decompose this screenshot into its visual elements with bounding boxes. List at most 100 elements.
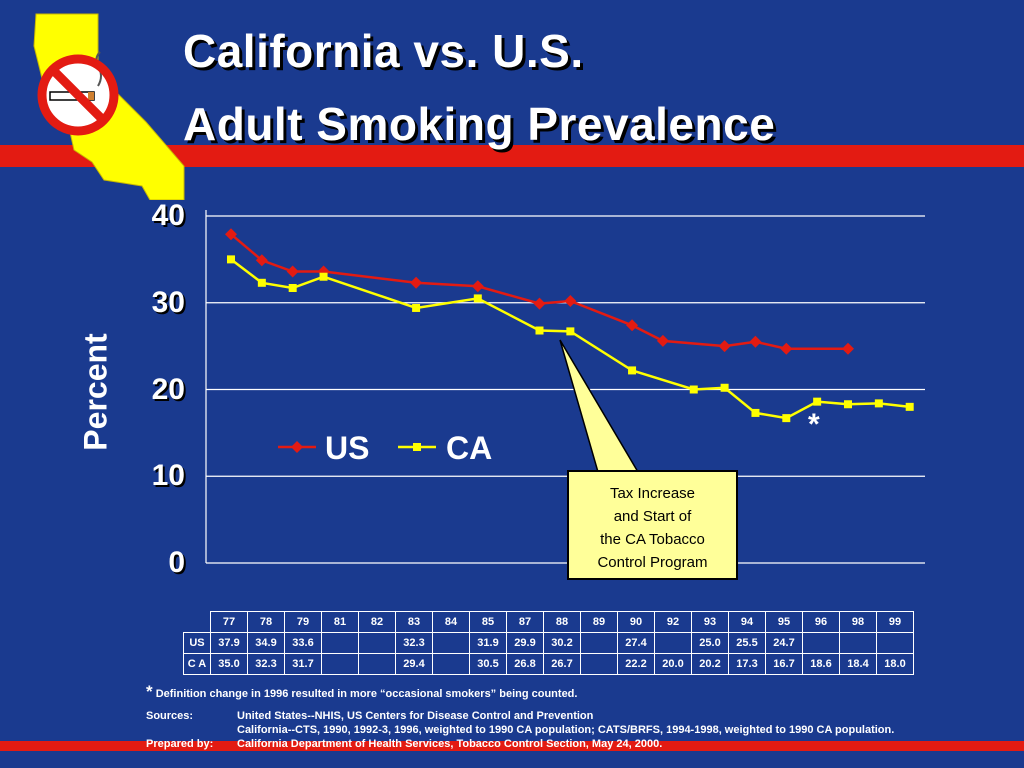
- callout-line-1: Tax Increase: [609, 485, 696, 502]
- data-point-us: [410, 276, 423, 289]
- table-header-year: 85: [469, 611, 507, 633]
- table-row-label: C A: [183, 653, 211, 675]
- legend-us-label: US: [325, 430, 370, 466]
- data-point-ca: [720, 383, 729, 392]
- legend-ca-marker: [413, 443, 421, 451]
- data-point-ca: [566, 327, 575, 336]
- y-tick-label: 10: [151, 459, 185, 493]
- table-cell: 25.5: [728, 632, 766, 654]
- table-cell: 37.9: [210, 632, 248, 654]
- table-cell: 34.9: [247, 632, 285, 654]
- table-header-year: 87: [506, 611, 544, 633]
- data-table: 77 78 79 81 82 83 84 85 87 88 89 90 92 93 94 95 96 98 99 US…: [183, 611, 914, 675]
- table-cell: 29.4: [395, 653, 433, 675]
- data-point-ca: [288, 284, 297, 293]
- table-header-year: 81: [321, 611, 359, 633]
- data-point-ca: [257, 278, 266, 287]
- table-cell: 35.0: [210, 653, 248, 675]
- sources-line-2: California--CTS, 1990, 1992-3, 1996, wei…: [237, 724, 895, 736]
- data-point-us: [255, 254, 268, 267]
- table-cell: 18.0: [876, 653, 914, 675]
- table-cell: [432, 632, 470, 654]
- table-corner: [184, 612, 211, 633]
- data-point-us: [626, 319, 639, 332]
- y-tick-label: 0: [168, 546, 185, 579]
- data-point-us: [564, 295, 577, 308]
- table-cell: 31.7: [284, 653, 322, 675]
- table-cell: 25.0: [691, 632, 729, 654]
- table-header-year: 77: [210, 611, 248, 633]
- table-cell: 30.5: [469, 653, 507, 675]
- data-point-ca: [844, 400, 852, 409]
- table-header-year: 78: [247, 611, 285, 633]
- table-header-year: 90: [617, 611, 655, 633]
- table-cell: 29.9: [506, 632, 544, 654]
- callout-pointer: [559, 339, 640, 473]
- definition-change-asterisk: *: [808, 408, 820, 441]
- data-point-ca: [905, 402, 914, 411]
- prepared-by-label: Prepared by:: [146, 738, 214, 750]
- series-line-ca: [230, 258, 910, 420]
- title-line-2: Adult Smoking Prevalence: [183, 98, 776, 150]
- table-cell: [358, 653, 396, 675]
- table-cell: 18.4: [839, 653, 877, 675]
- data-point-ca: [535, 326, 544, 335]
- data-point-ca: [227, 255, 235, 264]
- data-point-us: [842, 342, 854, 355]
- table-cell: [802, 632, 840, 654]
- table-cell: 18.6: [802, 653, 840, 675]
- table-cell: 24.7: [765, 632, 803, 654]
- table-header-year: 84: [432, 611, 470, 633]
- data-point-ca: [473, 294, 482, 303]
- y-tick-label: 20: [151, 372, 185, 406]
- table-cell: 33.6: [284, 632, 322, 654]
- data-point-ca: [628, 366, 637, 375]
- data-point-us: [533, 297, 546, 310]
- bottom-red-stripe: [0, 741, 1024, 751]
- data-point-us: [225, 228, 237, 241]
- prepared-by-text: California Department of Health Services…: [237, 738, 663, 750]
- table-cell: [358, 632, 396, 654]
- table-header-year: 94: [728, 611, 766, 633]
- table-cell: 32.3: [395, 632, 433, 654]
- title-red-stripe: [0, 145, 1024, 167]
- table-header-year: 96: [802, 611, 840, 633]
- footnote: * Definition change in 1996 resulted in …: [146, 682, 577, 702]
- data-point-ca: [782, 414, 791, 423]
- table-header-year: 92: [654, 611, 692, 633]
- table-header-year: 83: [395, 611, 433, 633]
- table-cell: [321, 632, 359, 654]
- table-header-year: 98: [839, 611, 877, 633]
- y-axis-label: Percent: [77, 333, 114, 451]
- table-cell: 26.7: [543, 653, 581, 675]
- table-header-year: 79: [284, 611, 322, 633]
- table-row-label: US: [183, 632, 211, 654]
- legend-us-marker: [291, 441, 303, 453]
- sources-label: Sources:: [146, 710, 194, 722]
- title-line-1: California vs. U.S.: [183, 25, 584, 77]
- data-point-us: [718, 340, 731, 353]
- table-cell: [876, 632, 914, 654]
- table-cell: [321, 653, 359, 675]
- data-point-ca: [319, 272, 328, 281]
- data-point-ca: [689, 385, 698, 394]
- data-point-us: [656, 334, 669, 347]
- table-header-year: 99: [876, 611, 914, 633]
- footnote-text: Definition change in 1996 resulted in mo…: [155, 688, 578, 700]
- tax-increase-callout: Tax Increase and Start of the CA Tobacco…: [567, 470, 738, 580]
- table-cell: 16.7: [765, 653, 803, 675]
- table-header-year: 95: [765, 611, 803, 633]
- sources-line-1: United States--NHIS, US Centers for Dise…: [237, 710, 594, 722]
- table-header-year: 89: [580, 611, 618, 633]
- table-cell: 30.2: [543, 632, 581, 654]
- legend-ca-label: CA: [446, 430, 493, 466]
- table-cell: [654, 632, 692, 654]
- data-point-us: [286, 265, 299, 278]
- table-cell: [580, 632, 618, 654]
- callout-line-2: and Start of: [613, 508, 692, 525]
- data-point-us: [780, 342, 793, 355]
- y-tick-label: 30: [151, 285, 185, 319]
- table-cell: 20.2: [691, 653, 729, 675]
- table-header-year: 82: [358, 611, 396, 633]
